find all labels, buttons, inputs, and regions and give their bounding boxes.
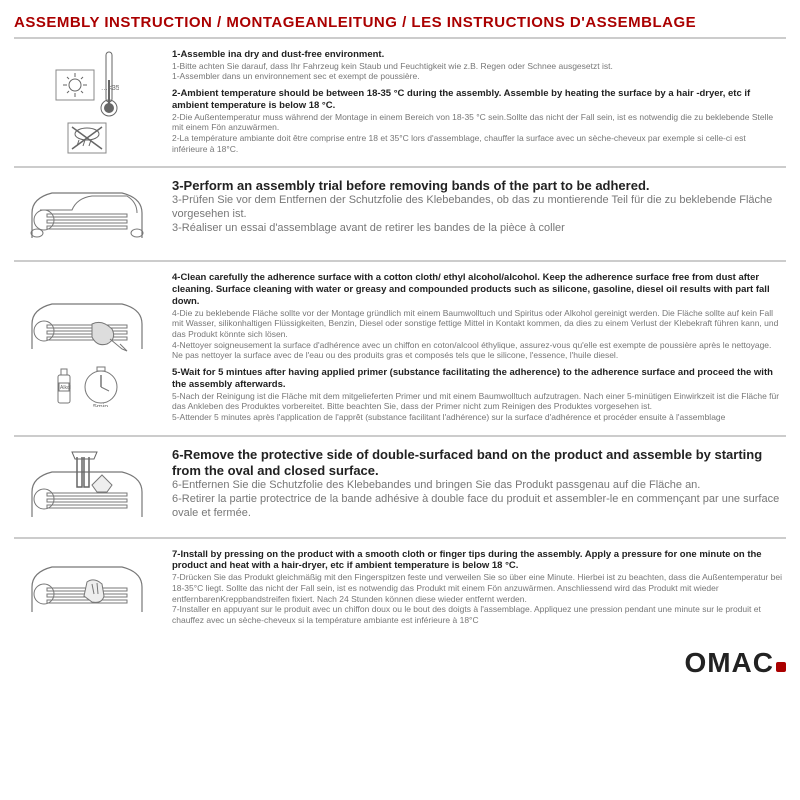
step-sub: 4-Die zu beklebende Fläche sollte vor de…	[172, 308, 782, 340]
section-4: 6-Remove the protective side of double-s…	[14, 437, 786, 539]
car-front-icon	[22, 178, 152, 250]
step-sub: 6-Entfernen Sie die Schutzfolie des Kleb…	[172, 479, 782, 493]
no-rain-icon	[67, 122, 107, 154]
step-4: 4-Clean carefully the adherence surface …	[172, 272, 782, 361]
step-sub: 4-Nettoyer soigneusement la surface d'ad…	[172, 340, 782, 361]
step-5: 5-Wait for 5 mintues after having applie…	[172, 367, 782, 423]
section-3: Alkol 5min 4-Clean carefully the adheren…	[14, 262, 786, 436]
step-title: 1-Assemble ina dry and dust-free environ…	[172, 49, 782, 61]
step-title: 4-Clean carefully the adherence surface …	[172, 272, 782, 308]
section-5: 7-Install by pressing on the product wit…	[14, 539, 786, 638]
text-col-5: 7-Install by pressing on the product wit…	[164, 545, 786, 632]
text-col-4: 6-Remove the protective side of double-s…	[164, 443, 786, 531]
logo-text: OMAC	[684, 645, 774, 680]
text-col-3: 4-Clean carefully the adherence surface …	[164, 268, 786, 428]
step-sub: 3-Réaliser un essai d'assemblage avant d…	[172, 222, 782, 236]
logo-dot-icon	[776, 662, 786, 672]
icon-col-2	[14, 174, 164, 254]
step-title: 7-Install by pressing on the product wit…	[172, 549, 782, 573]
step-title: 2-Ambient temperature should be between …	[172, 88, 782, 112]
step-sub: 7-Installer en appuyant sur le produit a…	[172, 604, 782, 625]
brand-logo: OMAC	[684, 645, 786, 680]
svg-text:18< …<35 C: 18< …<35 C	[99, 85, 119, 92]
car-cleaning-icon	[22, 289, 152, 361]
icon-col-5	[14, 545, 164, 632]
step-sub: 5-Attender 5 minutes après l'application…	[172, 412, 782, 423]
thermometer-icon: 18< …<35 C	[99, 50, 119, 120]
car-remove-tape-icon	[22, 447, 152, 527]
timer-icon: 5min	[80, 365, 122, 407]
icon-col-4	[14, 443, 164, 531]
step-6: 6-Remove the protective side of double-s…	[172, 447, 782, 521]
step-sub: 6-Retirer la partie protectrice de la ba…	[172, 493, 782, 521]
step-2: 2-Ambient temperature should be between …	[172, 88, 782, 154]
step-title: 5-Wait for 5 mintues after having applie…	[172, 367, 782, 391]
section-1: 18< …<35 C 1-Assemble ina dry and dust-f…	[14, 39, 786, 168]
text-col-2: 3-Perform an assembly trial before remov…	[164, 174, 786, 254]
step-sub: 2-Die Außentemperatur muss während der M…	[172, 112, 782, 133]
step-sub: 3-Prüfen Sie vor dem Entfernen der Schut…	[172, 194, 782, 222]
step-sub: 5-Nach der Reinigung ist die Fläche mit …	[172, 391, 782, 412]
step-3: 3-Perform an assembly trial before remov…	[172, 178, 782, 236]
car-pressing-icon	[22, 552, 152, 624]
section-2: 3-Perform an assembly trial before remov…	[14, 168, 786, 262]
step-title: 3-Perform an assembly trial before remov…	[172, 178, 782, 194]
step-sub: 1-Assembler dans un environnement sec et…	[172, 71, 782, 82]
svg-text:Alkol: Alkol	[60, 385, 71, 391]
step-sub: 2-La température ambiante doit être comp…	[172, 133, 782, 154]
page-title: ASSEMBLY INSTRUCTION / MONTAGEANLEITUNG …	[14, 14, 786, 39]
sun-icon	[55, 69, 95, 101]
footer: OMAC	[14, 637, 786, 680]
step-sub: 7-Drücken Sie das Produkt gleichmäßig mi…	[172, 572, 782, 604]
bottle-icon: Alkol	[52, 365, 76, 407]
icon-col-3: Alkol 5min	[14, 268, 164, 428]
text-col-1: 1-Assemble ina dry and dust-free environ…	[164, 45, 786, 160]
svg-text:5min: 5min	[93, 404, 108, 407]
step-sub: 1-Bitte achten Sie darauf, dass Ihr Fahr…	[172, 61, 782, 72]
document-container: ASSEMBLY INSTRUCTION / MONTAGEANLEITUNG …	[14, 14, 786, 786]
icon-col-1: 18< …<35 C	[14, 45, 164, 160]
step-7: 7-Install by pressing on the product wit…	[172, 549, 782, 626]
step-title: 6-Remove the protective side of double-s…	[172, 447, 782, 480]
step-1: 1-Assemble ina dry and dust-free environ…	[172, 49, 782, 82]
